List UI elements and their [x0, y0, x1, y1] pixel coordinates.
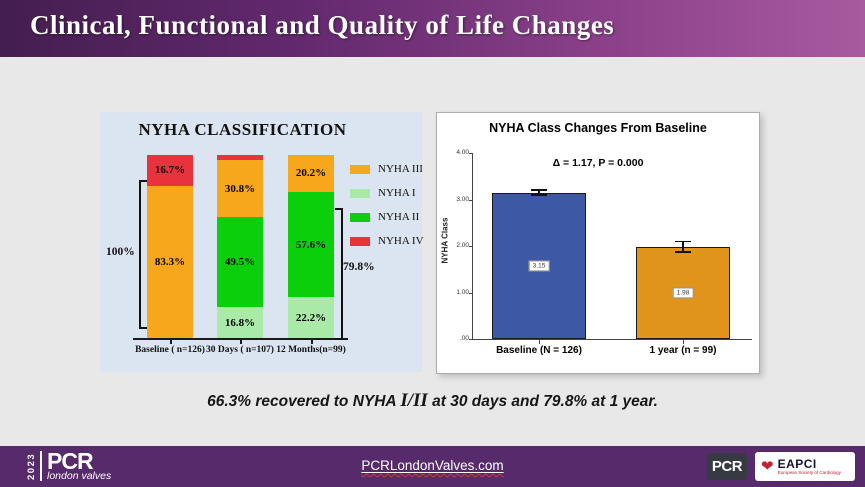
- error-bar-line: [682, 240, 684, 253]
- error-bar: [675, 240, 691, 253]
- error-bar-cap: [531, 194, 547, 196]
- segment-value-label: 57.6%: [295, 238, 327, 251]
- y-tick-mark: [469, 153, 473, 154]
- stacked-bar: 16.8% 49.5% 30.8%: [217, 155, 263, 338]
- x-category-label: Baseline ( n=126): [135, 345, 205, 355]
- y-tick-mark: [469, 339, 473, 340]
- y-tick-label: 4.00: [456, 149, 469, 156]
- bar-segment: 16.7%: [147, 155, 193, 186]
- caption-part2: at 30 days and 79.8% at 1 year.: [427, 393, 658, 410]
- x-tick-mark: [683, 340, 684, 344]
- page-title: Clinical, Functional and Quality of Life…: [30, 10, 615, 40]
- pcr-badge: PCR: [707, 453, 747, 480]
- bar-segment: [217, 155, 263, 161]
- stacked-bar: 22.2% 57.6% 20.2%: [288, 155, 334, 338]
- legend-label: NYHA I: [378, 187, 416, 199]
- legend-swatch: [350, 236, 370, 246]
- grouped-bar-plot: 4.00 3.00 2.00 1.00 .00 3.15 Baseline (N = 126…: [456, 149, 752, 356]
- bar-value-label: 3.15: [528, 260, 550, 272]
- logo-brand: PCR: [47, 447, 94, 474]
- error-bar-line: [538, 189, 540, 196]
- bar-value-label: 1.98: [672, 287, 694, 299]
- segment-value-label: 16.7%: [154, 164, 186, 177]
- nyha-classification-chart: NYHA CLASSIFICATION 100% 79.8% NYHA III N…: [100, 112, 424, 372]
- y-tick-mark: [469, 199, 473, 201]
- left-chart-x-axis: [133, 338, 348, 340]
- bar-segment: 20.2%: [288, 155, 334, 192]
- segment-value-label: 16.8%: [224, 316, 256, 329]
- bracket-79-8pct: [335, 208, 343, 340]
- caption-roman-numerals: I/II: [400, 390, 428, 411]
- bar-segment: 30.8%: [217, 160, 263, 217]
- left-chart-title: NYHA CLASSIFICATION: [138, 120, 347, 139]
- heart-icon: ❤: [761, 458, 774, 475]
- bracket-79-8pct-label: 79.8%: [343, 261, 375, 273]
- x-tick-mark: [539, 340, 540, 344]
- bar-segment: 57.6%: [288, 191, 334, 298]
- y-tick-mark: [469, 292, 473, 294]
- x-category-label: Baseline (N = 126): [496, 345, 582, 356]
- y-axis-label: NYHA Class: [440, 217, 450, 264]
- bar-segment: 22.2%: [288, 297, 334, 338]
- y-tick-label: 1.00: [456, 288, 469, 296]
- legend-label: NYHA III: [378, 163, 423, 175]
- segment-value-label: 49.5%: [224, 255, 256, 268]
- bracket-100pct: [139, 180, 149, 329]
- x-category-label: 1 year (n = 99): [649, 345, 717, 356]
- error-bar-cap: [675, 251, 691, 253]
- pcr-london-valves-logo: 2023 PCR london valves: [26, 447, 112, 482]
- legend: NYHA III NYHA I NYHA II NYHA IV: [350, 163, 424, 259]
- bar-segment: 83.3%: [147, 185, 193, 338]
- caption-part1: 66.3% recovered to NYHA: [207, 393, 401, 410]
- bracket-100pct-label: 100%: [106, 246, 135, 258]
- x-category-label: 30 Days ( n=107): [206, 345, 274, 355]
- slide-footer: 2023 PCR london valves PCRLondonValves.c…: [0, 446, 865, 487]
- logo-divider: [40, 451, 42, 481]
- legend-swatch: [350, 212, 370, 222]
- legend-item: NYHA III: [350, 163, 424, 175]
- y-tick-mark: [469, 246, 473, 247]
- bar-segment: 49.5%: [217, 216, 263, 308]
- legend-item: NYHA I: [350, 187, 424, 199]
- x-tick: [311, 340, 313, 344]
- eapci-subtitle: European Society of Cardiology: [777, 469, 841, 475]
- segment-value-label: 20.2%: [295, 167, 327, 180]
- error-bar-cap: [531, 189, 547, 191]
- y-tick-label: 3.00: [456, 195, 469, 203]
- legend-swatch: [350, 164, 370, 174]
- stacked-bar: 83.3% 16.7%: [147, 155, 193, 338]
- x-tick: [170, 340, 172, 344]
- eapci-logo: ❤ EAPCI European Society of Cardiology: [755, 452, 855, 481]
- bar-segment: 16.8%: [217, 307, 263, 338]
- legend-swatch: [350, 188, 370, 198]
- legend-label: NYHA II: [378, 211, 420, 223]
- nyha-change-chart: NYHA Class Changes From Baseline Δ = 1.1…: [436, 112, 760, 374]
- delta-p-annotation: Δ = 1.17, P = 0.000: [552, 157, 644, 169]
- error-bar: [531, 189, 547, 196]
- right-chart-title: NYHA Class Changes From Baseline: [489, 121, 707, 135]
- x-tick: [240, 340, 242, 344]
- eapci-name: EAPCI: [777, 456, 817, 471]
- legend-label: NYHA IV: [378, 235, 424, 247]
- pcr-london-valves-link[interactable]: PCRLondonValves.com: [361, 458, 504, 473]
- segment-value-label: 30.8%: [224, 182, 256, 195]
- error-bar-cap: [675, 240, 691, 243]
- x-category-label: 12 Months(n=99): [276, 345, 346, 355]
- y-tick-label: 2.00: [456, 242, 469, 249]
- legend-item: NYHA IV: [350, 235, 424, 247]
- segment-value-label: 83.3%: [154, 255, 186, 268]
- segment-value-label: 22.2%: [295, 311, 327, 324]
- legend-item: NYHA II: [350, 211, 424, 223]
- key-finding-caption: 66.3% recovered to NYHA I/II at 30 days …: [0, 390, 865, 412]
- logo-brand-sub: london valves: [47, 469, 112, 482]
- slide-header: Clinical, Functional and Quality of Life…: [0, 0, 865, 57]
- y-tick-label: .00: [459, 335, 469, 342]
